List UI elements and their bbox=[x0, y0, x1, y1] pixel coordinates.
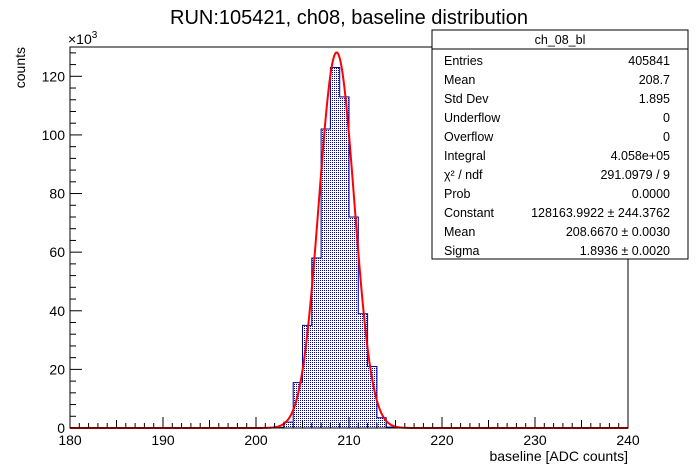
y-tick-label: 40 bbox=[49, 303, 65, 319]
stats-row-value: 128163.9922 ± 244.3762 bbox=[531, 206, 670, 220]
stats-row-label: Constant bbox=[444, 206, 495, 220]
stats-row-label: χ² / ndf bbox=[444, 168, 483, 182]
stats-row-value: 208.6670 ± 0.0030 bbox=[566, 225, 670, 239]
stats-row-value: 0 bbox=[663, 130, 670, 144]
stats-row-value: 208.7 bbox=[639, 73, 670, 87]
histogram-bar bbox=[330, 67, 340, 428]
histogram-bar bbox=[367, 366, 377, 428]
histogram-bar bbox=[302, 325, 312, 428]
y-tick-label: 120 bbox=[42, 68, 66, 84]
histogram-bar bbox=[321, 129, 331, 429]
stats-row-label: Prob bbox=[444, 187, 470, 201]
x-tick-label: 210 bbox=[337, 432, 361, 448]
stats-row-value: 1.8936 ± 0.0020 bbox=[580, 244, 670, 258]
y-tick-label: 0 bbox=[57, 420, 65, 436]
y-tick-label: 20 bbox=[49, 361, 65, 377]
stats-box: ch_08_bl Entries 405841 Mean 208.7 Std Dev 1.… bbox=[431, 29, 689, 260]
y-tick-label: 100 bbox=[42, 127, 66, 143]
histogram-bar bbox=[349, 216, 359, 428]
stats-row-value: 405841 bbox=[628, 54, 670, 68]
y-tick-label: 60 bbox=[49, 244, 65, 260]
stats-box-title: ch_08_bl bbox=[535, 33, 586, 47]
stats-row-label: Mean bbox=[444, 225, 475, 239]
stats-row-label: Underflow bbox=[444, 111, 501, 125]
histogram-bar bbox=[358, 313, 368, 428]
histogram-bars bbox=[70, 67, 628, 429]
x-tick-label: 190 bbox=[151, 432, 175, 448]
x-tick-label: 240 bbox=[616, 432, 640, 448]
stats-row-label: Overflow bbox=[444, 130, 494, 144]
stats-box-frame bbox=[431, 29, 689, 260]
histogram-bar bbox=[283, 422, 294, 428]
stats-box-rows: Entries 405841 Mean 208.7 Std Dev 1.895 Underf… bbox=[444, 54, 670, 258]
histogram-bar bbox=[376, 417, 387, 428]
x-tick-label: 230 bbox=[523, 432, 547, 448]
stats-row-label: Std Dev bbox=[444, 92, 489, 106]
stats-row-value: 4.058e+05 bbox=[611, 149, 670, 163]
histogram-bar bbox=[293, 382, 303, 428]
stats-row-label: Sigma bbox=[444, 244, 479, 258]
stats-row-value: 291.0979 / 9 bbox=[600, 168, 670, 182]
histogram-bar bbox=[311, 258, 322, 428]
y-axis-label: counts bbox=[12, 47, 28, 88]
stats-row-value: 0.0000 bbox=[632, 187, 670, 201]
x-axis-ticks: 180 190 200 210 220 230 240 bbox=[58, 417, 640, 448]
x-axis-label: baseline [ADC counts] bbox=[489, 448, 628, 464]
y-axis-multiplier: ×103 bbox=[68, 30, 98, 47]
stats-row-label: Entries bbox=[444, 54, 483, 68]
x-tick-label: 180 bbox=[58, 432, 82, 448]
histogram-bar bbox=[339, 96, 349, 429]
stats-row-label: Integral bbox=[444, 149, 486, 163]
y-tick-label: 80 bbox=[49, 186, 65, 202]
stats-row-value: 1.895 bbox=[639, 92, 670, 106]
histogram-outline bbox=[70, 67, 628, 429]
y-axis-ticks: 0 20 40 60 80 100 120 bbox=[42, 52, 82, 436]
x-tick-label: 200 bbox=[244, 432, 268, 448]
stats-row-value: 0 bbox=[663, 111, 670, 125]
chart-title: RUN:105421, ch08, baseline distribution bbox=[170, 7, 528, 29]
x-tick-label: 220 bbox=[430, 432, 454, 448]
stats-row-label: Mean bbox=[444, 73, 475, 87]
